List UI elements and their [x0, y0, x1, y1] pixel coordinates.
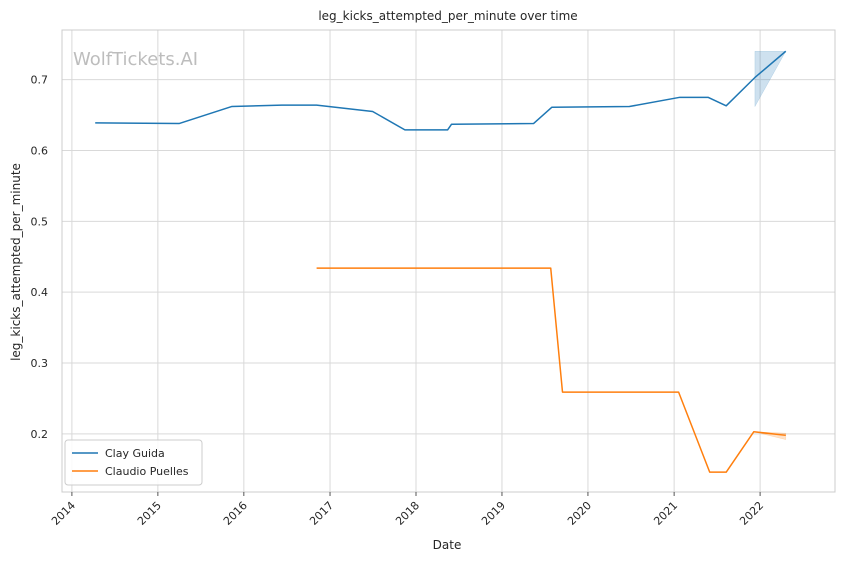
- legend-box: [64, 439, 203, 486]
- y-tick-label: 0.5: [31, 215, 49, 228]
- series-line-0: [95, 50, 787, 131]
- y-tick-label: 0.2: [31, 428, 49, 441]
- legend-label-claudio-puelles: Claudio Puelles: [105, 465, 189, 478]
- series-lines: [95, 50, 787, 473]
- plot-area: [62, 30, 835, 492]
- y-tick-label: 0.6: [31, 144, 49, 157]
- chart-title: leg_kicks_attempted_per_minute over time: [318, 9, 577, 23]
- y-tick-label: 0.4: [31, 286, 49, 299]
- y-axis-label: leg_kicks_attempted_per_minute: [9, 163, 23, 361]
- y-tick-label: 0.7: [31, 74, 49, 87]
- y-tick-label: 0.3: [31, 357, 49, 370]
- legend: Clay Guida Claudio Puelles: [64, 439, 203, 486]
- grid-lines: [62, 30, 835, 492]
- series-line-1: [316, 267, 786, 473]
- y-axis-ticks: 0.2 0.3 0.4 0.5 0.6 0.7: [31, 74, 49, 441]
- x-axis-label: Date: [433, 538, 462, 552]
- plot-border: [61, 29, 836, 493]
- legend-label-clay-guida: Clay Guida: [105, 447, 165, 460]
- watermark: WolfTickets.AI: [73, 49, 198, 70]
- confidence-band-0: [754, 51, 787, 108]
